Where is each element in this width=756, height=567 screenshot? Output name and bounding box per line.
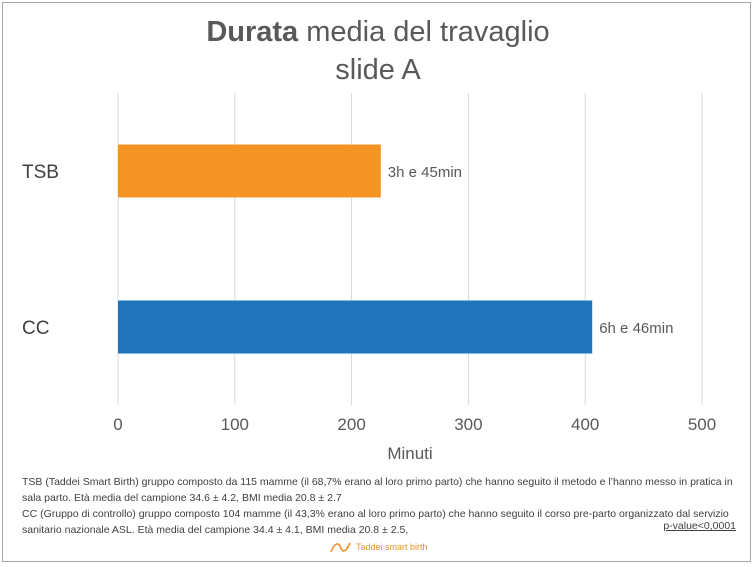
x-axis-label: Minuti <box>387 444 432 463</box>
x-tick-label-300: 300 <box>454 415 482 434</box>
p-value: p-value<0,0001 <box>663 520 736 532</box>
bar-chart: 0 100 200 300 400 500 Minuti TSB 3h e 45min CC 6h … <box>22 93 716 463</box>
data-label-cc: 6h e 46min <box>599 320 673 337</box>
chart-frame <box>2 2 751 562</box>
x-tick-label-200: 200 <box>337 415 365 434</box>
chart-title: Durata media del travaglio <box>0 16 756 49</box>
category-label-tsb: TSB <box>22 162 59 183</box>
chart-subtitle: slide A <box>335 54 421 86</box>
x-tick-label-0: 0 <box>113 415 122 434</box>
logo-text: Taddei smart birth <box>356 542 428 552</box>
x-tick-label-100: 100 <box>221 415 249 434</box>
logo-wave-icon <box>330 542 351 553</box>
x-tick-label-400: 400 <box>571 415 599 434</box>
footnote-cc: CC (Gruppo di controllo) gruppo composto… <box>22 508 729 536</box>
footnote-tsb: TSB (Taddei Smart Birth) gruppo composto… <box>22 476 733 504</box>
bar-tsb <box>118 144 381 198</box>
category-label-cc: CC <box>22 318 49 339</box>
bar-cc <box>118 300 593 354</box>
title-bold-word: Durata <box>206 16 299 48</box>
title-rest: media del travaglio <box>298 16 550 48</box>
x-tick-label-500: 500 <box>688 415 716 434</box>
brand-logo: Taddei smart birth <box>330 540 428 554</box>
data-label-tsb: 3h e 45min <box>388 164 462 181</box>
